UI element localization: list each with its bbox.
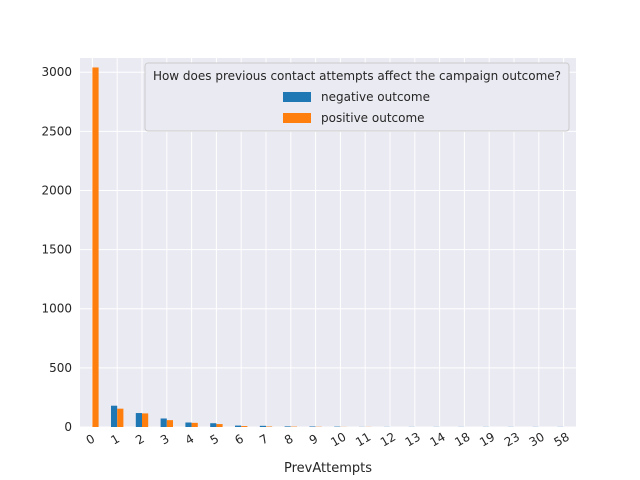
bar-positive-0 [92,67,99,427]
x-axis-ticks: 0 1 2 3 4 5 6 7 8 9 10 11 12 13 14 18 19 23 30 58 [84,430,572,450]
y-tick-label: 2000 [41,183,72,197]
bar-positive-6 [241,426,248,427]
bar-negative-7 [259,425,266,427]
x-tick-label: 1 [108,432,122,448]
bar-positive-4 [191,422,198,427]
x-tick-label: 7 [257,432,271,448]
x-tick-label: 10 [328,430,348,450]
y-tick-label: 500 [49,361,72,375]
x-tick-label: 0 [84,432,98,448]
bar-negative-1 [111,405,118,427]
x-tick-label: 4 [183,432,197,448]
x-tick-label: 2 [133,432,147,448]
x-tick-label: 5 [208,432,222,448]
x-tick-label: 18 [452,430,472,450]
y-tick-label: 2500 [41,124,72,138]
x-tick-label: 14 [427,430,447,450]
y-tick-label: 1000 [41,302,72,316]
x-tick-label: 13 [403,430,423,450]
x-tick-label: 3 [158,432,172,448]
x-tick-label: 11 [353,430,373,450]
y-tick-label: 1500 [41,243,72,257]
legend-label: positive outcome [321,111,425,125]
x-tick-label: 23 [502,430,522,450]
x-axis-label: PrevAttempts [284,461,372,476]
bars [92,67,564,427]
x-tick-label: 8 [282,432,296,448]
x-tick-label: 58 [551,430,571,450]
bar-negative-6 [235,425,242,427]
legend-swatch [283,92,311,102]
bar-negative-5 [210,423,217,427]
bar-positive-5 [216,424,223,427]
grid-lines [80,58,576,428]
y-tick-label: 3000 [41,65,72,79]
y-axis-ticks: 0 500 1000 1500 2000 2500 3000 [41,65,72,434]
legend-box [144,62,570,132]
bar-negative-3 [160,418,167,427]
bar-positive-3 [166,420,173,427]
legend-swatch [283,113,311,123]
y-tick-label: 0 [64,420,72,434]
bar-positive-1 [117,408,124,427]
bar-negative-4 [185,422,192,427]
x-tick-label: 9 [307,432,321,448]
legend: How does previous contact attempts affec… [144,62,570,132]
x-tick-label: 19 [477,430,497,450]
bar-positive-2 [142,413,149,427]
bar-negative-2 [135,413,142,427]
x-tick-label: 12 [378,430,398,450]
legend-title: How does previous contact attempts affec… [153,69,561,83]
x-tick-label: 30 [527,430,547,450]
bar-negative-8 [284,426,291,427]
legend-label: negative outcome [321,90,430,104]
x-tick-label: 6 [232,432,246,448]
